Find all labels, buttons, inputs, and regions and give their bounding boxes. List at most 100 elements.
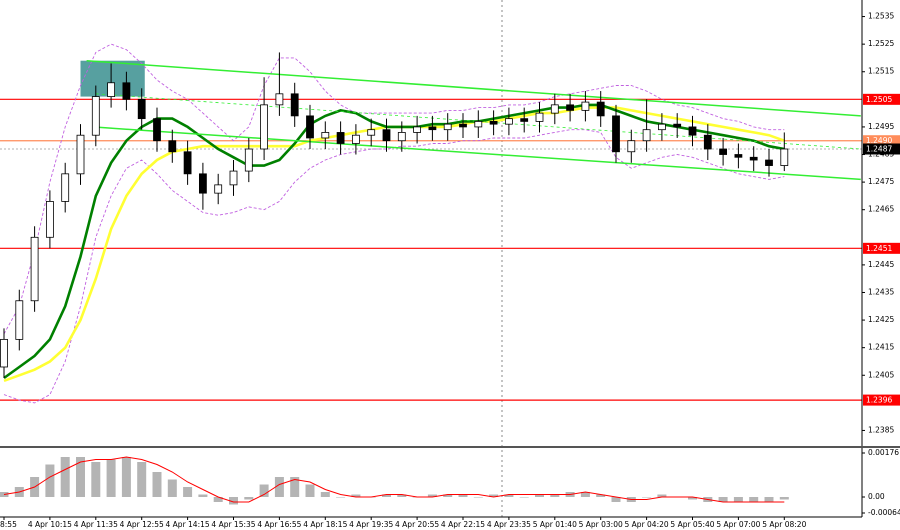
candle-body: [642, 129, 651, 142]
macd-bar: [351, 494, 361, 497]
x-tick-label: 4 Apr 22:15: [441, 520, 485, 529]
candle-body: [290, 93, 299, 117]
level-label-box: [863, 135, 900, 147]
candle-body: [550, 104, 559, 114]
candle-body: [46, 201, 54, 238]
candle-body: [734, 154, 743, 158]
macd-bar: [152, 472, 162, 497]
candle-body: [214, 184, 223, 194]
macd-bar: [60, 457, 70, 497]
macd-bar: [443, 494, 453, 497]
candle-body: [566, 104, 574, 111]
candle-body: [351, 134, 360, 144]
macd-bar: [427, 494, 437, 497]
x-tick-label: 5 Apr 01:40: [533, 520, 577, 529]
candle-body: [504, 118, 513, 125]
macd-bar: [519, 497, 529, 498]
level-label-box: [863, 143, 900, 155]
y-tick-label: 1.2385: [868, 425, 894, 434]
macd-bar: [274, 477, 284, 497]
y-tick-label: -0.00064: [868, 508, 900, 517]
candle-body: [489, 121, 498, 125]
level-label: 1.2396: [866, 396, 892, 405]
macd-bar: [504, 494, 514, 497]
x-tick-label: 4 Apr 10:15: [28, 520, 72, 529]
x-tick-label: 4 Apr 15:35: [211, 520, 255, 529]
candle-body: [413, 126, 422, 133]
level-label-box: [863, 93, 900, 105]
x-tick-label: 4 Apr 18:15: [303, 520, 347, 529]
macd-bar: [198, 494, 208, 497]
y-tick-label: 1.2465: [868, 205, 894, 214]
candle-body: [459, 123, 467, 128]
macd-bar: [183, 487, 193, 497]
macd-bar: [244, 497, 254, 500]
macd-bar: [229, 497, 238, 505]
candle-body: [581, 101, 590, 111]
macd-bar: [167, 479, 177, 497]
macd-bar: [106, 459, 116, 497]
candle-body: [306, 115, 314, 139]
candle-body: [443, 123, 452, 131]
macd-bar: [320, 492, 330, 497]
y-tick-label: 1.2515: [868, 67, 894, 76]
macd-bar: [458, 494, 468, 497]
candle-body: [520, 118, 529, 122]
candle-body: [627, 140, 636, 153]
candle-body: [229, 170, 238, 186]
candle-body: [321, 132, 330, 139]
candle-body: [275, 93, 284, 106]
band-line: [3, 43, 785, 335]
candle-body: [91, 96, 100, 136]
moving-average: [3, 103, 785, 380]
macd-bar: [642, 497, 652, 498]
candle-body: [688, 126, 697, 136]
y-tick-label: 0.00: [868, 492, 885, 501]
macd-bar: [213, 497, 223, 502]
macd-bar: [397, 494, 407, 497]
level-label: 1.2451: [866, 244, 892, 253]
macd-bar: [733, 497, 743, 502]
x-tick-label: 4 Apr 11:35: [74, 520, 118, 529]
level-label-box: [863, 394, 900, 406]
macd-bar: [535, 494, 544, 497]
macd-bar: [489, 494, 499, 497]
macd-bar: [611, 497, 621, 502]
y-tick-label: 1.2405: [868, 370, 894, 379]
candle-body: [749, 156, 758, 161]
candle-body: [765, 159, 773, 166]
level-label: 1.2505: [866, 95, 892, 104]
x-tick-label: 4 Apr 12:55: [120, 520, 164, 529]
y-tick-label: 1.2415: [868, 343, 894, 352]
y-tick-label: 1.2425: [868, 315, 894, 324]
macd-bar: [121, 457, 131, 497]
signal-line: [3, 456, 785, 503]
macd-bar: [657, 494, 667, 497]
y-tick-label: 1.2445: [868, 260, 894, 269]
macd-bar: [764, 497, 774, 502]
macd-bar: [382, 494, 391, 497]
x-tick-label: 4 Apr 19:35: [349, 520, 393, 529]
candle-body: [244, 148, 253, 172]
candle-body: [183, 151, 192, 175]
candle-body: [535, 112, 544, 122]
x-tick-label: 4 Apr 23:35: [487, 520, 531, 529]
candle-body: [153, 118, 161, 142]
candle-body: [15, 300, 24, 340]
macd-bar: [259, 484, 269, 497]
main-pane: [0, 43, 862, 404]
candle-body: [474, 121, 483, 128]
candle-body: [198, 173, 207, 194]
y-tick-label: 1.2535: [868, 12, 894, 21]
candle-body: [367, 129, 376, 136]
macd-bar: [137, 462, 147, 497]
x-tick-label: 8:55: [0, 520, 17, 529]
macd-bar: [473, 497, 483, 498]
x-tick-label: 5 Apr 05:40: [670, 520, 714, 529]
candle-body: [382, 129, 391, 142]
macd-bar: [45, 464, 55, 497]
level-label: 1.2487: [866, 145, 892, 154]
candle-body: [137, 98, 146, 120]
